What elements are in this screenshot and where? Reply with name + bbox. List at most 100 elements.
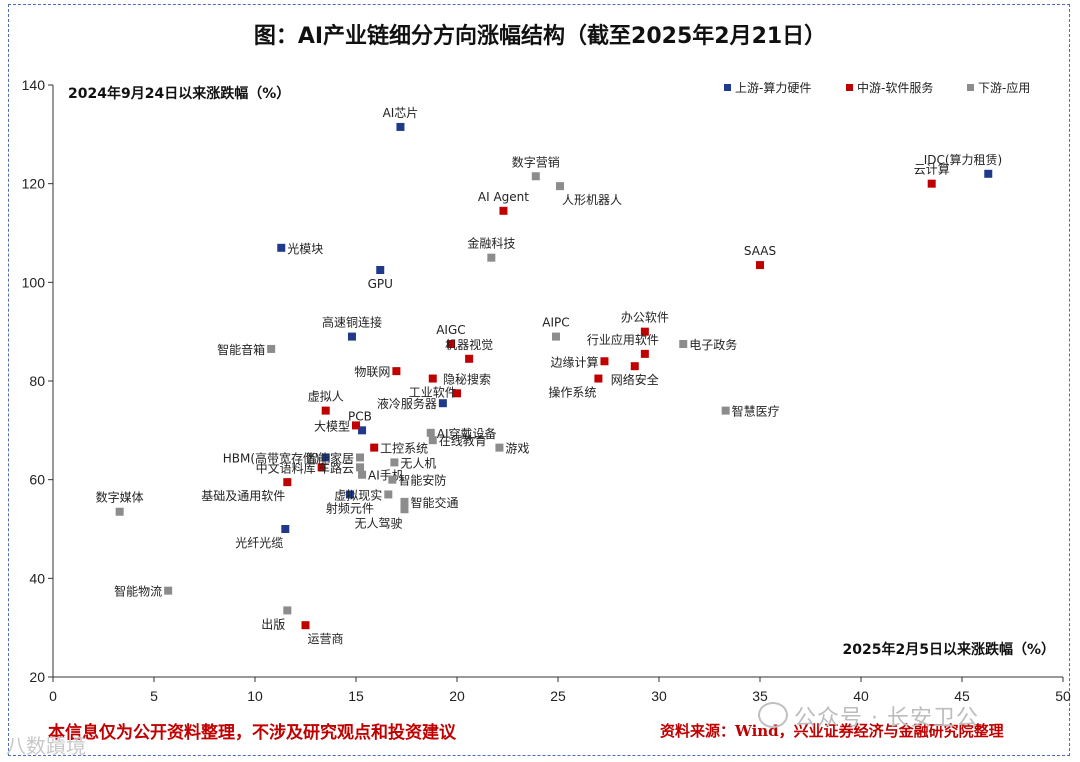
y-tick-label: 80	[29, 373, 45, 389]
x-tick-label: 15	[348, 688, 364, 704]
data-label: 物联网	[354, 365, 390, 379]
data-label: 基础及通用软件	[201, 489, 285, 503]
data-point	[499, 206, 508, 215]
data-label: 网络安全	[611, 372, 659, 387]
data-point	[400, 505, 409, 514]
x-tick-label: 5	[150, 688, 158, 704]
x-tick-label: 0	[49, 688, 57, 704]
data-label: 无人驾驶	[354, 515, 402, 530]
data-point	[283, 606, 292, 615]
data-label: AI Agent	[478, 190, 529, 204]
data-point	[392, 367, 401, 376]
wechat-icon	[758, 702, 788, 728]
data-label: 金融科技	[467, 236, 515, 251]
data-point	[438, 399, 447, 408]
source-text: 资料来源：Wind，兴业证券经济与金融研究院整理	[660, 722, 1004, 740]
data-label: 智能物流	[114, 584, 162, 599]
legend-marker	[724, 84, 731, 91]
x-tick-label: 20	[449, 688, 465, 704]
x-tick-label: 10	[247, 688, 263, 704]
data-point	[358, 470, 367, 479]
data-point	[396, 122, 405, 131]
data-point	[358, 426, 367, 435]
data-point	[630, 362, 639, 371]
data-label: 隐秘搜索	[443, 371, 491, 386]
data-point	[347, 332, 356, 341]
data-label: 车路云	[318, 460, 354, 475]
data-label: 智慧医疗	[732, 404, 780, 419]
chart-frame	[8, 4, 1070, 756]
watermark-secondary: 八数蹟境	[6, 734, 86, 758]
watermark-text: 公众号 · 长安卫公	[794, 706, 979, 731]
data-label: 电子政务	[689, 337, 737, 352]
data-point	[531, 172, 540, 181]
data-label: 出版	[261, 617, 285, 631]
data-label: 云计算	[914, 162, 950, 177]
data-point	[428, 374, 437, 383]
data-point	[756, 261, 764, 270]
data-label: 工控系统	[380, 442, 428, 456]
data-label: IDC(算力租赁)	[924, 152, 1003, 167]
x-tick-label: 40	[853, 688, 869, 704]
data-point	[446, 340, 455, 348]
data-point	[495, 443, 504, 452]
data-point	[984, 169, 993, 178]
data-label: AIPC	[542, 316, 569, 330]
data-point	[551, 332, 560, 341]
data-label: 办公软件	[621, 310, 669, 325]
y-tick-label: 120	[22, 176, 46, 192]
x-tick-label: 25	[550, 688, 566, 704]
data-point	[321, 406, 330, 415]
data-label: 大模型	[314, 419, 350, 433]
data-point	[281, 525, 290, 533]
data-point	[345, 490, 354, 499]
data-label: 人形机器人	[562, 193, 622, 207]
data-label: AIGC	[436, 323, 465, 337]
data-point	[164, 586, 173, 595]
data-point	[390, 458, 399, 467]
disclaimer-text: 本信息仅为公开资料整理，不涉及研究观点和投资建议	[48, 723, 456, 743]
data-point	[600, 357, 609, 366]
legend-label: 上游-算力硬件	[735, 80, 811, 95]
data-point	[721, 406, 730, 415]
data-label: 无人机	[400, 456, 436, 470]
data-label: PCB	[348, 409, 372, 423]
data-point	[267, 344, 276, 353]
y-tick-label: 140	[22, 77, 46, 93]
x-axis-label: 2025年2月5日以来涨跌幅（%）	[843, 641, 1055, 658]
data-point	[352, 421, 360, 430]
data-label: SAAS	[744, 244, 776, 258]
data-label: HBM(高带宽存储)	[223, 450, 320, 465]
data-label: GPU	[368, 277, 393, 291]
data-point	[356, 463, 365, 472]
data-point	[317, 463, 326, 472]
data-point	[388, 475, 397, 484]
data-point	[283, 478, 292, 487]
y-tick-label: 20	[29, 669, 45, 685]
data-point	[428, 436, 437, 445]
y-tick-label: 60	[29, 472, 45, 488]
data-label: 智能家居	[306, 450, 354, 465]
data-label: 数字媒体	[96, 490, 144, 505]
data-point	[321, 453, 330, 462]
chart-title: 图：AI产业链细分方向涨幅结构（截至2025年2月21日）	[253, 24, 827, 49]
x-tick-label: 35	[752, 688, 768, 704]
data-label: AI穿戴设备	[437, 426, 497, 441]
data-label: 液冷服务器	[377, 396, 437, 411]
legend-marker	[846, 84, 853, 91]
data-point	[556, 182, 565, 191]
data-label: 虚拟人	[308, 390, 344, 404]
data-point	[487, 253, 496, 262]
legend-label: 中游-软件服务	[857, 80, 933, 95]
data-label: 运营商	[308, 631, 344, 646]
x-tick-label: 50	[1055, 688, 1071, 704]
data-point	[384, 490, 393, 499]
data-point	[453, 389, 461, 398]
data-label: 高速铜连接	[322, 315, 382, 330]
y-tick-label: 40	[29, 570, 45, 586]
data-point	[370, 443, 379, 452]
x-tick-label: 45	[954, 688, 970, 704]
data-label: 在线教育	[439, 433, 487, 448]
data-label: 光纤光缆	[235, 536, 283, 550]
